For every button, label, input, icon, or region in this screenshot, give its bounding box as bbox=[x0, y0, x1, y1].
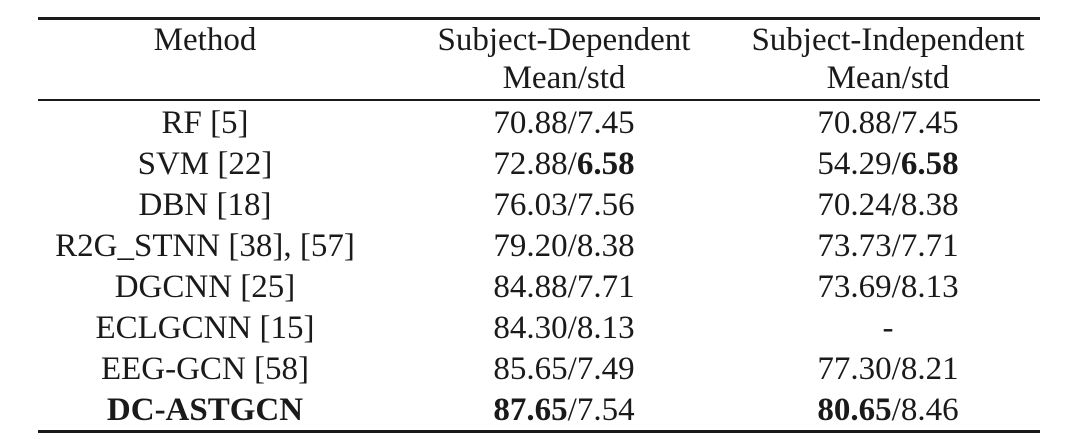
row-dependent-r2g-stnn: 79.20/8.38 bbox=[493, 228, 635, 264]
row-method-dgcnn: DGCNN [25] bbox=[114, 269, 296, 305]
bottom-rule bbox=[38, 430, 1040, 433]
row-method-dbn: DBN [18] bbox=[138, 187, 272, 223]
row-dependent-dgcnn: 84.88/7.71 bbox=[493, 269, 635, 305]
row-method-eeg-gcn: EEG-GCN [58] bbox=[100, 351, 310, 387]
top-rule bbox=[38, 17, 1040, 20]
row-method-svm: SVM [22] bbox=[137, 146, 273, 182]
header-independent: Subject-Independent bbox=[751, 22, 1025, 58]
row-dependent-eclgcnn: 84.30/8.13 bbox=[493, 310, 635, 346]
row-independent-dgcnn: 73.69/8.13 bbox=[817, 269, 959, 305]
row-independent-dbn: 70.24/8.38 bbox=[817, 187, 959, 223]
row-independent-svm: 54.29/6.58 bbox=[817, 146, 959, 182]
header-dependent-sub: Mean/std bbox=[502, 60, 626, 96]
header-independent-sub: Mean/std bbox=[826, 60, 950, 96]
row-independent-dc-astgcn: 80.65/8.46 bbox=[817, 392, 959, 428]
row-method-rf: RF [5] bbox=[161, 105, 249, 141]
row-independent-r2g-stnn: 73.73/7.71 bbox=[817, 228, 959, 264]
row-dependent-dbn: 76.03/7.56 bbox=[493, 187, 635, 223]
row-dependent-rf: 70.88/7.45 bbox=[493, 105, 635, 141]
row-dependent-svm: 72.88/6.58 bbox=[493, 146, 635, 182]
row-dependent-dc-astgcn: 87.65/7.54 bbox=[493, 392, 635, 428]
row-method-r2g-stnn: R2G_STNN [38], [57] bbox=[55, 228, 355, 264]
row-dependent-eeg-gcn: 85.65/7.49 bbox=[493, 351, 635, 387]
row-independent-eeg-gcn: 77.30/8.21 bbox=[817, 351, 959, 387]
row-independent-rf: 70.88/7.45 bbox=[817, 105, 959, 141]
header-method: Method bbox=[153, 22, 257, 58]
row-independent-eclgcnn: - bbox=[882, 310, 894, 346]
header-dependent: Subject-Dependent bbox=[437, 22, 691, 58]
row-method-eclgcnn: ECLGCNN [15] bbox=[95, 310, 315, 346]
row-method-dc-astgcn: DC-ASTGCN bbox=[106, 392, 304, 428]
header-rule bbox=[38, 99, 1040, 101]
